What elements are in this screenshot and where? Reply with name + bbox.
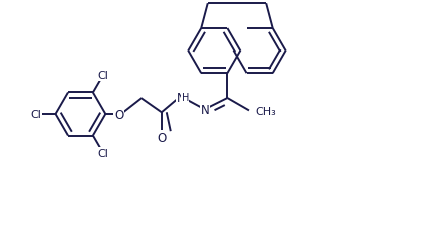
Text: Cl: Cl	[98, 148, 108, 158]
Text: N: N	[200, 104, 209, 117]
Text: H: H	[181, 93, 189, 103]
Text: CH₃: CH₃	[255, 107, 276, 117]
Text: Cl: Cl	[30, 109, 41, 120]
Text: N: N	[177, 91, 186, 104]
Text: O: O	[114, 108, 123, 121]
Text: O: O	[157, 131, 166, 144]
Text: Cl: Cl	[98, 71, 108, 81]
